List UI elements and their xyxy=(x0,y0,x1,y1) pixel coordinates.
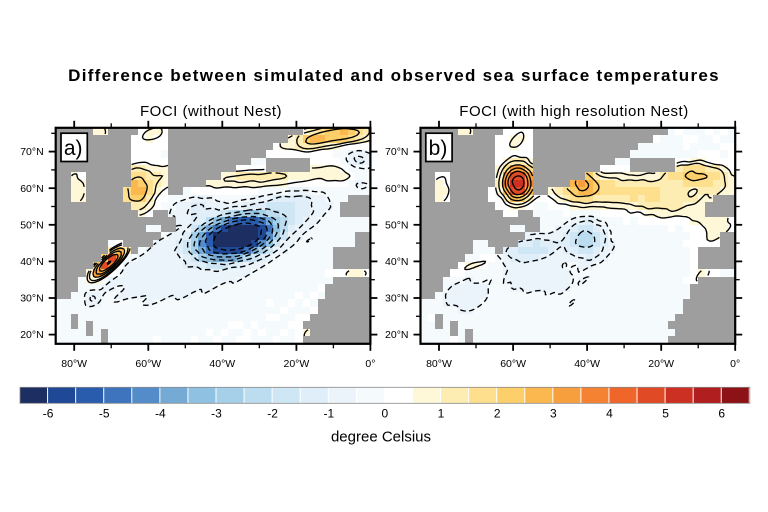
svg-text:20°N: 20°N xyxy=(385,329,408,341)
svg-text:20°W: 20°W xyxy=(648,358,674,370)
svg-text:40°N: 40°N xyxy=(20,256,43,268)
svg-text:2: 2 xyxy=(494,407,501,421)
svg-text:-5: -5 xyxy=(99,407,110,421)
svg-text:20°N: 20°N xyxy=(20,329,43,341)
svg-text:4: 4 xyxy=(606,407,613,421)
svg-text:6: 6 xyxy=(718,407,725,421)
svg-text:60°N: 60°N xyxy=(385,183,408,195)
svg-text:3: 3 xyxy=(550,407,557,421)
svg-text:50°N: 50°N xyxy=(385,219,408,231)
svg-text:-3: -3 xyxy=(211,407,222,421)
svg-text:5: 5 xyxy=(662,407,669,421)
svg-text:FOCI (without Nest): FOCI (without Nest) xyxy=(140,103,282,120)
svg-text:60°N: 60°N xyxy=(20,183,43,195)
svg-text:b): b) xyxy=(429,137,448,160)
svg-text:0°: 0° xyxy=(730,358,740,370)
svg-text:-2: -2 xyxy=(267,407,278,421)
svg-text:40°N: 40°N xyxy=(385,256,408,268)
svg-text:1: 1 xyxy=(438,407,445,421)
svg-text:0: 0 xyxy=(382,407,389,421)
svg-text:-4: -4 xyxy=(155,407,166,421)
svg-text:40°W: 40°W xyxy=(574,358,600,370)
svg-text:20°W: 20°W xyxy=(284,358,310,370)
svg-text:degree Celsius: degree Celsius xyxy=(331,429,431,446)
svg-text:a): a) xyxy=(64,137,83,160)
svg-text:60°W: 60°W xyxy=(135,358,161,370)
svg-text:70°N: 70°N xyxy=(385,146,408,158)
svg-text:-6: -6 xyxy=(43,407,54,421)
svg-text:80°W: 80°W xyxy=(61,358,87,370)
svg-text:70°N: 70°N xyxy=(20,146,43,158)
svg-text:FOCI (with high resolution Nes: FOCI (with high resolution Nest) xyxy=(459,103,688,120)
svg-text:50°N: 50°N xyxy=(20,219,43,231)
svg-text:0°: 0° xyxy=(365,358,375,370)
svg-text:Difference between simulated a: Difference between simulated and observe… xyxy=(68,66,720,85)
svg-text:30°N: 30°N xyxy=(385,293,408,305)
svg-text:80°W: 80°W xyxy=(426,358,452,370)
svg-text:-1: -1 xyxy=(323,407,334,421)
svg-text:60°W: 60°W xyxy=(500,358,526,370)
svg-text:30°N: 30°N xyxy=(20,293,43,305)
svg-text:40°W: 40°W xyxy=(209,358,235,370)
